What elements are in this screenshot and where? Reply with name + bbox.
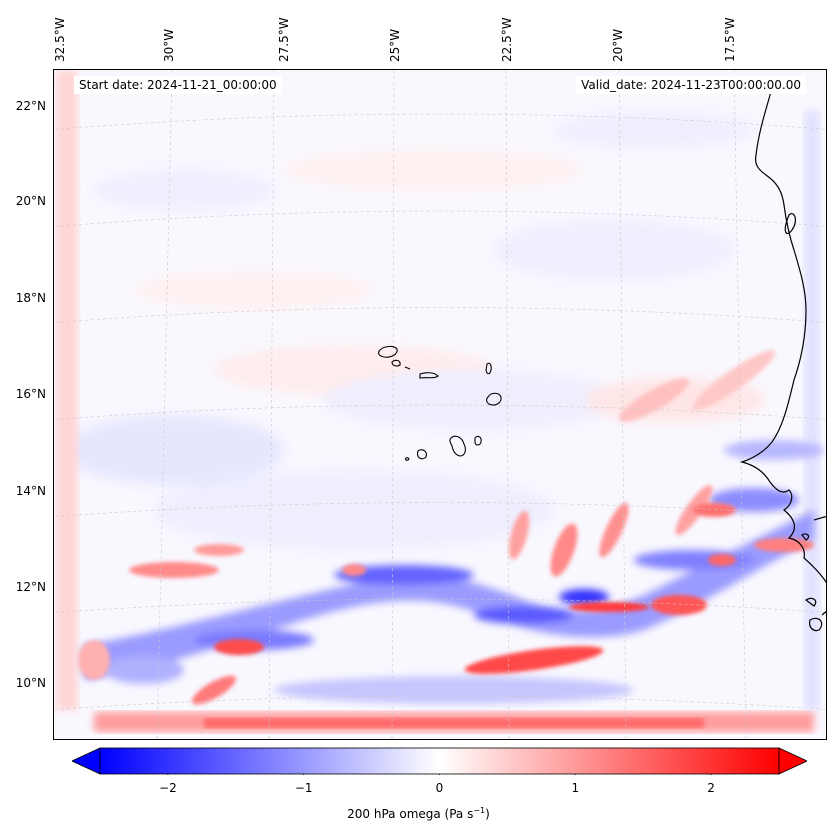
valid-date-label: Valid_date: 2024-11-23T00:00:00.00 — [576, 76, 806, 94]
island-sal — [485, 362, 492, 375]
island-santo-antao — [378, 345, 398, 358]
longitude-label: 27.5°W — [277, 17, 291, 62]
latitude-label: 10°N — [15, 676, 46, 690]
colorbar-tick-label: 2 — [707, 781, 715, 795]
colorbar-tick-label: −2 — [159, 781, 177, 795]
omega-field-map — [54, 70, 826, 739]
latitude-label: 14°N — [15, 484, 46, 498]
longitude-label: 30°W — [162, 28, 176, 62]
longitude-label: 17.5°W — [723, 17, 737, 62]
island-brava — [405, 457, 410, 461]
latitude-label: 22°N — [15, 99, 46, 113]
colorbar-extend-low — [72, 747, 101, 775]
longitude-label: 22.5°W — [500, 17, 514, 62]
latitude-label: 20°N — [15, 194, 46, 208]
colorbar-extend-high — [778, 747, 807, 775]
west-boundary-band — [56, 70, 78, 710]
map-panel: Start date: 2024-11-21_00:00:00 Valid_da… — [53, 69, 827, 740]
gridlines — [54, 70, 826, 739]
island-fogo — [417, 449, 427, 460]
east-boundary-band — [804, 110, 820, 710]
latitude-label: 18°N — [15, 291, 46, 305]
colorbar — [72, 747, 807, 775]
longitude-label: 32.5°W — [53, 17, 67, 62]
colorbar-tick-label: 1 — [571, 781, 580, 795]
island-maio — [474, 435, 482, 446]
colorbar-tick-label: −1 — [294, 781, 313, 795]
island-boa-vista — [486, 392, 502, 406]
africa-coastline — [739, 87, 826, 584]
island-sao-vicente — [391, 359, 401, 367]
island-santiago — [449, 435, 466, 457]
colorbar-gradient — [99, 747, 780, 775]
latitude-label: 16°N — [15, 387, 46, 401]
start-date-label: Start date: 2024-11-21_00:00:00 — [74, 76, 282, 94]
convergence-band — [84, 440, 824, 704]
longitude-label: 20°W — [611, 28, 625, 62]
colorbar-label: 200 hPa omega (Pa s−1) — [347, 806, 490, 821]
subsidence-patches — [78, 350, 814, 705]
latitude-label: 12°N — [15, 580, 46, 594]
colorbar-tick-label: 0 — [435, 781, 444, 795]
island-sao-nicolau — [419, 372, 439, 379]
longitude-label: 25°W — [388, 28, 402, 62]
cape-verde-islands — [378, 345, 502, 461]
coastline — [739, 87, 826, 632]
